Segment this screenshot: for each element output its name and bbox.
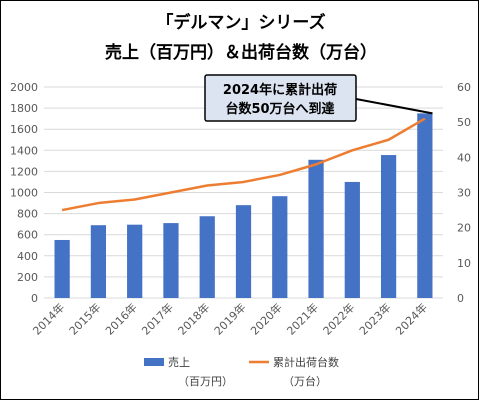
left-axis-tick-label: 1200 — [10, 165, 38, 178]
left-axis-tick-label: 800 — [17, 208, 38, 221]
bar-2021年 — [308, 160, 323, 298]
line-path — [62, 119, 425, 210]
right-axis-tick-label: 0 — [457, 292, 464, 305]
x-tick-label: 2016年 — [102, 300, 139, 337]
x-tick-label: 2015年 — [66, 300, 103, 337]
bar-2017年 — [163, 223, 178, 298]
left-axis-tick-label: 2000 — [10, 81, 38, 94]
callout-leader-line — [356, 99, 432, 113]
x-tick-label: 2024年 — [393, 300, 430, 337]
x-tick-label: 2018年 — [175, 300, 212, 337]
callout-annotation: 2024年に累計出荷 台数50万台へ到達 — [205, 75, 432, 121]
legend-bar-swatch — [144, 358, 164, 366]
right-axis-tick-label: 60 — [457, 81, 471, 94]
left-axis-tick-label: 0 — [31, 292, 38, 305]
legend-bar-unit: （百万円） — [178, 375, 233, 388]
x-tick-label: 2017年 — [139, 300, 176, 337]
bar-2014年 — [55, 240, 70, 298]
legend-line-name: 累計出荷台数 — [273, 355, 339, 369]
bar-2023年 — [381, 155, 396, 298]
x-tick-label: 2021年 — [284, 300, 321, 337]
x-tick-label: 2019年 — [211, 300, 248, 337]
callout-text-line2: 台数50万台へ到達 — [225, 101, 334, 117]
bar-2024年 — [417, 113, 432, 298]
bar-2019年 — [236, 205, 251, 298]
right-axis-tick-label: 50 — [457, 116, 471, 129]
right-axis-tick-label: 30 — [457, 187, 471, 200]
left-axis-tick-label: 200 — [17, 271, 38, 284]
bar-2020年 — [272, 196, 287, 298]
left-axis-ticks: 0 200 400 600 800 1000 1200 1400 1600 1800 2000 — [10, 81, 38, 305]
bar-2018年 — [200, 216, 215, 298]
legend-bar-name: 売上 — [168, 356, 190, 369]
x-tick-label: 2014年 — [30, 300, 67, 337]
line-series — [62, 119, 425, 210]
bar-2015年 — [91, 225, 106, 298]
left-axis-tick-label: 1400 — [10, 144, 38, 157]
chart-title-line2: 売上（百万円）＆出荷台数（万台） — [105, 42, 377, 63]
chart-title-line1: 「デルマン」シリーズ — [156, 12, 325, 33]
right-axis-tick-label: 20 — [457, 222, 471, 235]
right-axis-ticks: 0 10 20 30 40 50 60 — [457, 81, 471, 305]
legend-line-unit: （万台） — [283, 374, 327, 388]
x-tick-label: 2022年 — [320, 300, 357, 337]
bar-series — [55, 113, 433, 298]
callout-text-line1: 2024年に累計出荷 — [223, 82, 337, 98]
left-axis-tick-label: 600 — [17, 229, 38, 242]
left-axis-tick-label: 1600 — [10, 123, 38, 136]
x-tick-label: 2023年 — [356, 300, 393, 337]
right-axis-tick-label: 10 — [457, 257, 471, 270]
left-axis-tick-label: 1000 — [10, 187, 38, 200]
right-axis-tick-label: 40 — [457, 151, 471, 164]
x-tick-label: 2020年 — [247, 300, 284, 337]
left-axis-tick-label: 400 — [17, 250, 38, 263]
bar-2016年 — [127, 225, 142, 298]
left-axis-tick-label: 1800 — [10, 102, 38, 115]
legend: 売上 （百万円） 累計出荷台数 （万台） — [144, 355, 339, 388]
bar-2022年 — [345, 182, 360, 298]
